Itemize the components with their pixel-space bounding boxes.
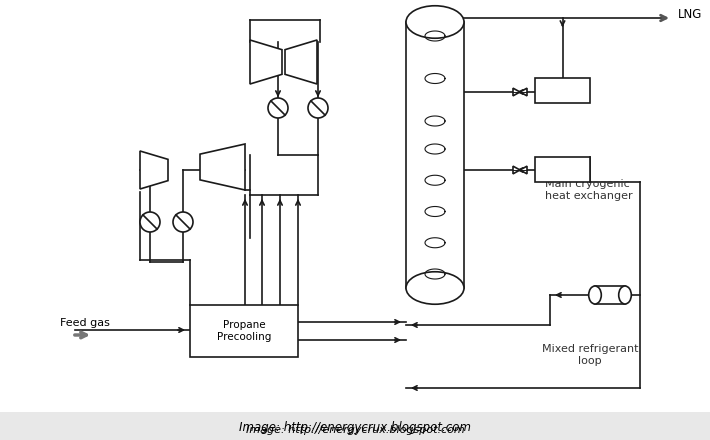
Bar — [595, 286, 625, 304]
Text: Feed gas: Feed gas — [60, 318, 110, 328]
Bar — [190, 305, 298, 357]
Bar — [406, 22, 464, 288]
Polygon shape — [520, 166, 527, 174]
Ellipse shape — [618, 286, 631, 304]
Text: Image: http://energycrux.blogspot.com: Image: http://energycrux.blogspot.com — [239, 421, 471, 433]
Polygon shape — [140, 151, 168, 189]
Text: LNG: LNG — [678, 7, 702, 21]
Bar — [0, 412, 710, 440]
Circle shape — [308, 98, 328, 118]
Bar — [535, 157, 590, 182]
Polygon shape — [513, 88, 520, 96]
Polygon shape — [200, 144, 245, 190]
Text: Propane
Precooling: Propane Precooling — [217, 320, 271, 342]
Circle shape — [140, 212, 160, 232]
Ellipse shape — [406, 272, 464, 304]
Circle shape — [268, 98, 288, 118]
Polygon shape — [285, 40, 317, 84]
Circle shape — [173, 212, 193, 232]
Ellipse shape — [406, 6, 464, 38]
Bar — [535, 78, 590, 103]
Polygon shape — [250, 40, 282, 84]
Text: Mixed refrigerant
loop: Mixed refrigerant loop — [542, 344, 638, 366]
Polygon shape — [513, 166, 520, 174]
Text: Image: http://energycrux.blogspot.com: Image: http://energycrux.blogspot.com — [246, 425, 464, 435]
Ellipse shape — [589, 286, 601, 304]
Text: Main cryogenic
heat exchanger: Main cryogenic heat exchanger — [545, 179, 633, 201]
Polygon shape — [520, 88, 527, 96]
